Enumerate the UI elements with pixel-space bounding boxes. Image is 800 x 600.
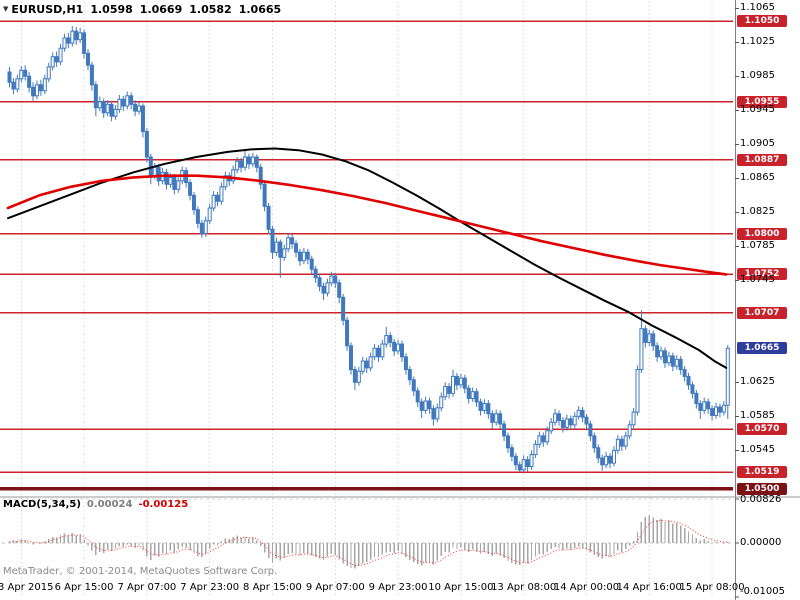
chart-header: ▼ EURUSD,H1 1.0598 1.0669 1.0582 1.0665 (3, 3, 281, 16)
chart-title-symbol: EURUSD,H1 (11, 3, 84, 16)
symbol-marker-icon: ▼ (3, 5, 9, 13)
macd-name: MACD(5,34,5) (3, 499, 81, 510)
macd-indicator-label: MACD(5,34,5) 0.00024 -0.00125 (3, 499, 188, 510)
macd-histogram (8, 515, 729, 569)
macd-signal-value: -0.00125 (138, 499, 189, 510)
ohlc-close: 1.0665 (238, 3, 282, 16)
ohlc-low: 1.0582 (189, 3, 232, 16)
watermark: MetaTrader, © 2001-2014, MetaQuotes Soft… (3, 566, 278, 577)
ohlc-open: 1.0598 (90, 3, 133, 16)
ohlc-high: 1.0669 (139, 3, 183, 16)
macd-signal-line (9, 519, 728, 567)
ma-black-line (7, 147, 728, 369)
macd-main-value: 0.00024 (86, 499, 133, 510)
ma-red-line (6, 174, 728, 276)
candles-layer (7, 26, 730, 473)
support-resistance-lines (0, 20, 733, 491)
